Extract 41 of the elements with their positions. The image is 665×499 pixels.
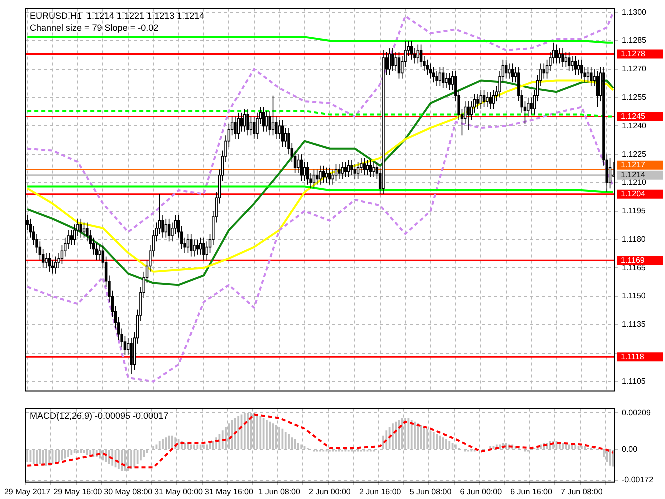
x-tick-label: 2 Jun 16:00 [359, 487, 402, 496]
line-series [26, 106, 614, 383]
ref-line-label: 1.1204 [621, 190, 646, 199]
y-tick-label: 1.1105 [622, 376, 646, 386]
y-tick-label: 1.1180 [622, 234, 646, 244]
y-tick-label: 1.1135 [622, 320, 646, 330]
x-tick-label: 6 Jun 00:00 [460, 487, 503, 496]
y-tick-label: 0.00209 [622, 408, 652, 418]
y-tick-label: 1.1300 [622, 8, 648, 17]
y-tick-label: 1.1240 [622, 121, 648, 130]
ref-line-label: 1.1217 [621, 160, 646, 170]
text: Channel size = 79 Slope = -0.02 [30, 22, 159, 33]
y-tick-label: 1.1270 [622, 64, 648, 74]
x-tick-label: 29 May 16:00 [54, 487, 103, 496]
ref-line-label: 1.1214 [621, 170, 646, 180]
y-tick-label: 1.1210 [622, 178, 648, 188]
x-tick-label: 1 Jun 08:00 [258, 487, 302, 496]
x-tick-label: 31 May 00:00 [154, 487, 204, 496]
ref-line-label: 1.1245 [621, 112, 646, 121]
y-tick-label: 1.1255 [622, 92, 648, 102]
x-tick-label: 7 Jun 08:00 [561, 487, 604, 496]
x-tick-label: 6 Jun 16:00 [510, 487, 553, 496]
line-series [26, 12, 614, 234]
x-tick-label: 5 Jun 08:00 [410, 487, 452, 496]
y-tick-label: 1.1150 [622, 292, 646, 301]
chart-title: MACD(12,26,9) -0.00095 -0.00017 [30, 410, 169, 421]
y-tick-label: 1.1165 [622, 263, 646, 272]
x-tick-label: 30 May 08:00 [104, 487, 154, 496]
y-tick-label: 1.1195 [622, 206, 646, 216]
x-tick-label: 29 May 2017 [4, 487, 52, 496]
y-tick-label: 0.00 [622, 445, 638, 454]
x-tick-label: 2 Jun 00:00 [309, 487, 352, 496]
ref-line-label: 1.1278 [621, 49, 646, 58]
line-series [26, 414, 614, 469]
y-tick-label: 1.1285 [622, 36, 648, 46]
ref-line-label: 1.1118 [621, 352, 645, 362]
chart-title: EURUSD,H1 1.1214 1.1221 1.1213 1.1214 [30, 10, 205, 21]
y-tick-label: -0.00172 [622, 475, 654, 484]
ref-line-label: 1.1169 [621, 256, 646, 265]
x-tick-label: 31 May 16:00 [204, 487, 254, 496]
y-tick-label: 1.1225 [622, 150, 648, 159]
